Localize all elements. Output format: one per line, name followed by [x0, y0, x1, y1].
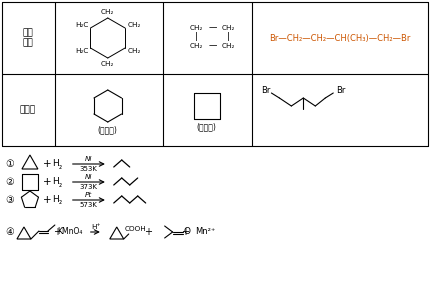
Text: 353K: 353K — [80, 166, 98, 172]
Text: Ni: Ni — [85, 156, 92, 162]
Text: KMnO₄: KMnO₄ — [57, 228, 82, 236]
Text: H₂C: H₂C — [75, 48, 88, 54]
Text: 373K: 373K — [80, 184, 98, 190]
Text: (环丁烷): (环丁烷) — [196, 123, 216, 131]
Text: +: + — [43, 177, 51, 187]
Text: —: — — [208, 41, 216, 51]
Text: ₂: ₂ — [58, 198, 61, 206]
Text: H⁺: H⁺ — [91, 224, 100, 230]
Text: (环己烷): (环己烷) — [98, 126, 117, 134]
Text: Br: Br — [260, 86, 270, 94]
Text: CH₂: CH₂ — [101, 9, 114, 15]
Text: +: + — [43, 195, 51, 205]
Text: H₂C: H₂C — [75, 22, 88, 28]
Text: Mn²⁺: Mn²⁺ — [195, 228, 215, 236]
Text: +: + — [180, 227, 188, 237]
Text: H: H — [52, 176, 59, 186]
Text: ④: ④ — [6, 227, 14, 237]
Text: Br: Br — [336, 86, 345, 94]
Text: O: O — [183, 228, 190, 236]
Text: +: + — [43, 159, 51, 169]
Text: H: H — [52, 158, 59, 168]
Text: 573K: 573K — [80, 202, 98, 208]
Text: Pt: Pt — [85, 192, 92, 198]
Text: CH₂: CH₂ — [127, 48, 140, 54]
Text: ₂: ₂ — [58, 161, 61, 171]
Text: CH₂: CH₂ — [190, 25, 203, 31]
Text: |: | — [195, 31, 197, 41]
Text: ②: ② — [6, 177, 14, 187]
Text: Br—CH₂—CH₂—CH(CH₃)—CH₂—Br: Br—CH₂—CH₂—CH(CH₃)—CH₂—Br — [269, 34, 410, 43]
Text: ③: ③ — [6, 195, 14, 205]
Text: —: — — [208, 24, 216, 33]
Text: ₂: ₂ — [58, 180, 61, 188]
Text: CH₂: CH₂ — [101, 61, 114, 67]
Text: H: H — [52, 195, 59, 203]
Text: +: + — [53, 227, 61, 237]
Text: 键线式: 键线式 — [20, 106, 36, 114]
Text: Ni: Ni — [85, 174, 92, 180]
Text: CH₂: CH₂ — [127, 22, 140, 28]
Text: CH₂: CH₂ — [221, 43, 235, 49]
Text: CH₂: CH₂ — [190, 43, 203, 49]
Text: |: | — [227, 31, 230, 41]
Text: ①: ① — [6, 159, 14, 169]
Text: 结构
简式: 结构 简式 — [22, 28, 33, 48]
Text: +: + — [143, 227, 151, 237]
Text: COOH: COOH — [125, 226, 146, 232]
Text: CH₂: CH₂ — [221, 25, 235, 31]
